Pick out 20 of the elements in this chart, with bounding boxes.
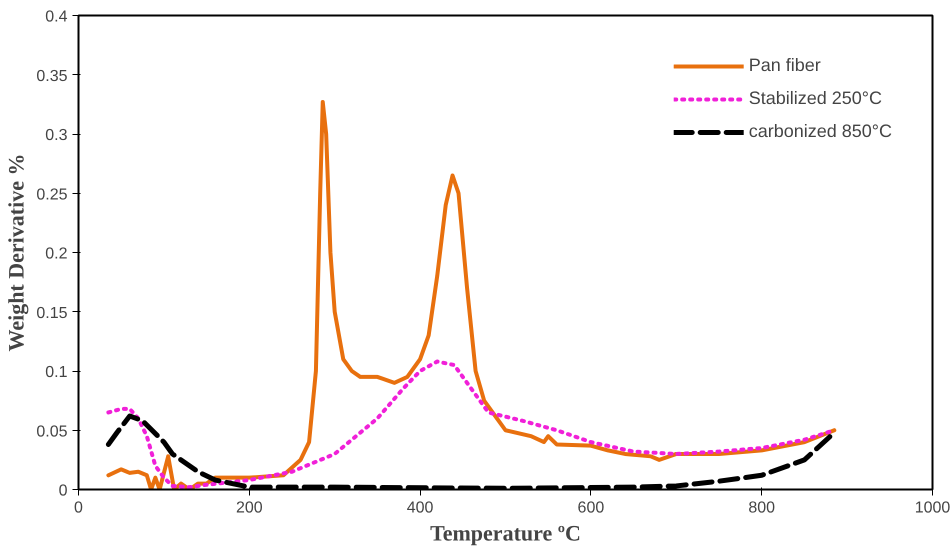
y-tick-label: 0.15 bbox=[36, 304, 68, 322]
x-tick-label: 1000 bbox=[914, 500, 950, 516]
legend-label: Stabilized 250°C bbox=[748, 88, 882, 109]
x-axis-title: Temperature ºC bbox=[430, 520, 581, 546]
legend-label: carbonized 850°C bbox=[748, 121, 892, 142]
x-tick-label: 400 bbox=[406, 500, 434, 516]
y-tick-label: 0.05 bbox=[36, 423, 68, 440]
y-tick-label: 0.3 bbox=[45, 127, 68, 144]
x-tick-label: 0 bbox=[74, 500, 84, 516]
y-tick-label: 0.35 bbox=[36, 68, 68, 85]
x-tick-label: 600 bbox=[578, 500, 604, 516]
y-tick-label: 0.4 bbox=[45, 8, 68, 26]
legend-label: Pan fiber bbox=[748, 55, 821, 76]
y-axis-title: Weight Derivative % bbox=[3, 154, 28, 352]
y-tick-label: 0.2 bbox=[45, 246, 68, 262]
x-tick-label: 800 bbox=[748, 500, 776, 516]
y-tick-label: 0.1 bbox=[45, 364, 68, 381]
y-tick-label: 0.25 bbox=[36, 186, 68, 204]
x-tick-label: 200 bbox=[236, 500, 263, 516]
y-tick-label: 0 bbox=[58, 482, 68, 500]
